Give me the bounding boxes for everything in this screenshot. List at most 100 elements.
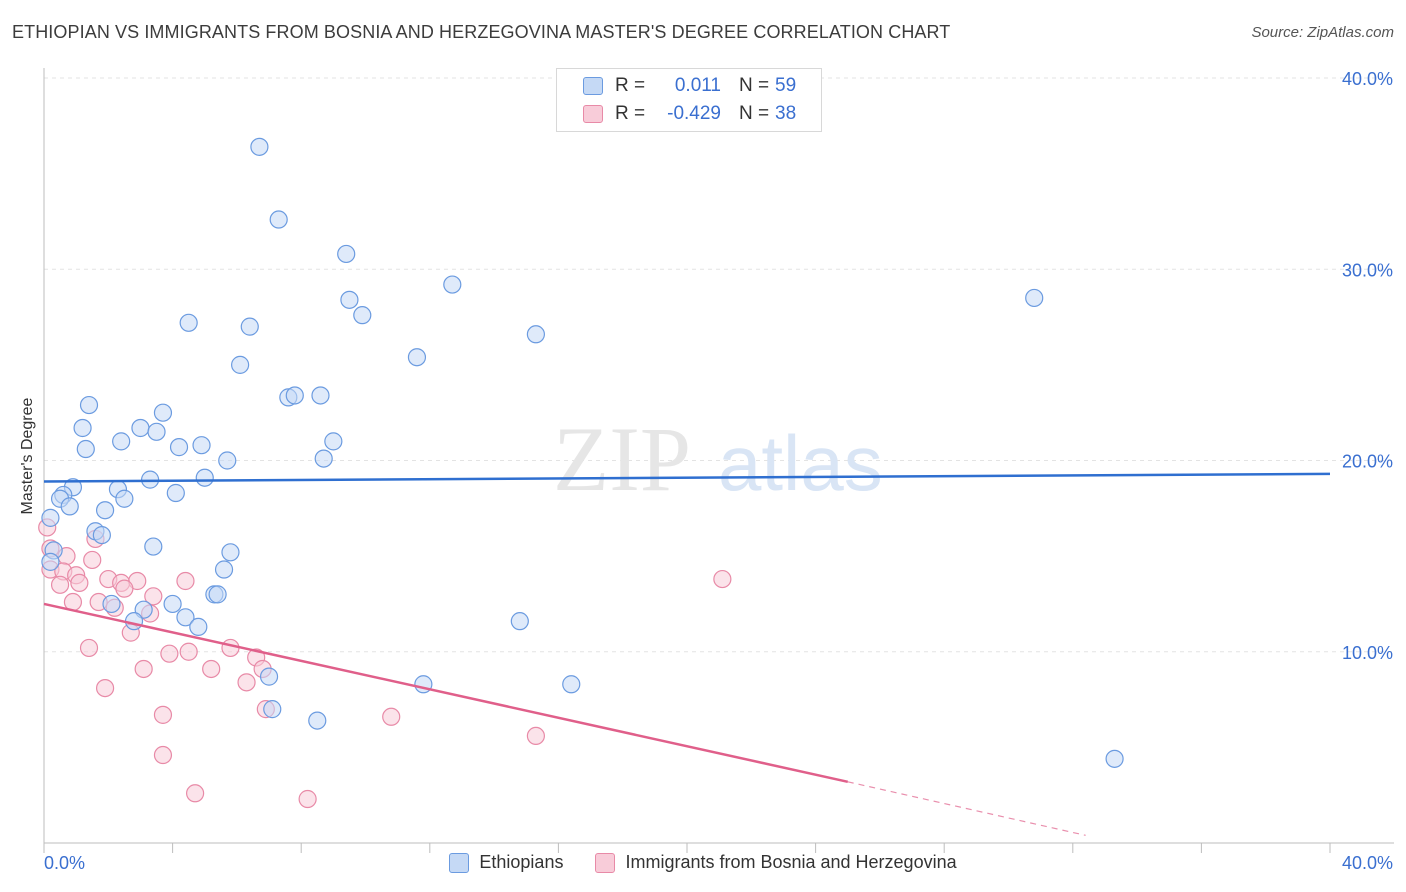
data-point-bosnia [237, 673, 256, 692]
data-point-ethiopians [153, 403, 173, 422]
legend-swatch-blue [583, 77, 603, 95]
data-point-ethiopians [41, 508, 60, 527]
data-point-bosnia [95, 678, 115, 698]
axes [43, 68, 1394, 853]
data-point-bosnia [202, 659, 221, 679]
series-ethiopians-points [41, 137, 1124, 768]
data-point-ethiopians [240, 317, 259, 336]
data-point-bosnia [50, 575, 70, 594]
data-point-bosnia [298, 789, 317, 809]
data-point-ethiopians [179, 313, 198, 332]
series-legend: Ethiopians Immigrants from Bosnia and He… [0, 852, 1406, 873]
data-point-ethiopians [144, 537, 163, 556]
source-label: Source: ZipAtlas.com [1251, 24, 1394, 41]
data-point-ethiopians [285, 386, 304, 405]
data-point-bosnia [382, 707, 401, 726]
data-point-bosnia [176, 571, 195, 591]
data-point-bosnia [134, 659, 153, 679]
data-point-ethiopians [314, 449, 333, 468]
legend-row-ethiopians: R = 0.011 N = 59 [583, 73, 796, 99]
data-point-ethiopians [1105, 749, 1124, 768]
stats-legend: R = 0.011 N = 59 R = -0.429 N = 38 [556, 68, 822, 132]
data-point-ethiopians [124, 612, 144, 631]
legend-label-ethiopians: Ethiopians [479, 852, 564, 872]
legend-label-bosnia: Immigrants from Bosnia and Herzegovina [625, 852, 957, 872]
data-point-ethiopians [340, 290, 359, 309]
data-point-ethiopians [102, 594, 121, 614]
data-point-ethiopians [443, 275, 462, 294]
data-point-ethiopians [192, 436, 211, 455]
data-point-ethiopians [73, 418, 92, 438]
trend-lines [43, 472, 1331, 836]
legend-item-ethiopians[interactable]: Ethiopians [449, 852, 563, 873]
data-point-ethiopians [76, 439, 95, 459]
data-point-ethiopians [163, 594, 182, 614]
data-point-ethiopians [407, 348, 427, 367]
data-point-ethiopians [1025, 288, 1044, 308]
data-point-bosnia [713, 569, 732, 589]
y-tick-label: 10.0% [1342, 643, 1393, 663]
data-point-ethiopians [308, 711, 327, 730]
data-point-ethiopians [131, 418, 150, 438]
data-point-bosnia [526, 726, 545, 746]
data-point-ethiopians [92, 525, 111, 545]
data-point-ethiopians [311, 386, 330, 405]
data-point-bosnia [186, 784, 205, 803]
chart-title: ETHIOPIAN VS IMMIGRANTS FROM BOSNIA AND … [12, 22, 951, 42]
data-point-ethiopians [259, 667, 279, 686]
data-point-bosnia [144, 587, 163, 606]
tick-labels: 40.0% 30.0% 20.0% 10.0% 0.0% 40.0% [44, 69, 1393, 873]
legend-swatch-pink [583, 105, 603, 123]
watermark-zip: ZIP [553, 408, 691, 510]
data-point-ethiopians [263, 700, 282, 719]
legend-n-value: 38 [775, 103, 797, 124]
trend-line-bosnia [43, 602, 849, 784]
watermark-atlas: atlas [718, 419, 883, 507]
trend-line-ethiopians [43, 472, 1331, 483]
series-bosnia-points [38, 518, 732, 809]
data-point-ethiopians [115, 489, 134, 508]
data-point-ethiopians [169, 438, 189, 457]
trend-line-bosnia-extrapolated [847, 781, 1086, 836]
legend-r-label: R = [615, 103, 646, 124]
legend-r-value: -0.429 [667, 103, 721, 124]
data-point-ethiopians [526, 325, 545, 344]
data-point-bosnia [79, 638, 99, 658]
y-tick-label: 40.0% [1342, 69, 1393, 89]
y-tick-label: 30.0% [1342, 260, 1393, 280]
data-point-ethiopians [218, 451, 237, 470]
data-point-bosnia [153, 745, 173, 765]
legend-n-label: N = [739, 103, 770, 124]
data-point-ethiopians [337, 244, 356, 264]
data-point-bosnia [153, 705, 173, 724]
data-point-ethiopians [353, 306, 372, 325]
data-point-ethiopians [147, 422, 166, 441]
legend-item-bosnia[interactable]: Immigrants from Bosnia and Herzegovina [595, 852, 957, 873]
data-point-bosnia [115, 579, 134, 598]
y-tick-label: 20.0% [1342, 452, 1393, 472]
watermark: ZIP atlas [553, 408, 883, 510]
data-point-bosnia [160, 644, 179, 663]
x-tick-label-max: 40.0% [1342, 853, 1393, 873]
legend-swatch-blue [449, 852, 470, 873]
data-point-ethiopians [269, 210, 288, 229]
data-point-ethiopians [562, 675, 581, 694]
legend-swatch-pink [595, 852, 616, 873]
data-point-bosnia [221, 638, 240, 658]
data-point-ethiopians [95, 501, 115, 520]
legend-n-value: 59 [775, 75, 797, 96]
data-point-ethiopians [189, 617, 208, 636]
data-point-ethiopians [166, 483, 185, 503]
data-point-ethiopians [176, 608, 195, 627]
data-point-ethiopians [112, 432, 131, 451]
data-point-ethiopians [250, 137, 269, 156]
data-point-ethiopians [208, 585, 227, 604]
legend-n-label: N = [739, 75, 770, 96]
data-point-ethiopians [510, 612, 529, 631]
data-point-ethiopians [60, 497, 79, 516]
data-point-bosnia [83, 550, 102, 570]
data-point-ethiopians [231, 355, 250, 374]
legend-row-bosnia: R = -0.429 N = 38 [583, 101, 796, 127]
x-tick-label-min: 0.0% [44, 853, 85, 873]
